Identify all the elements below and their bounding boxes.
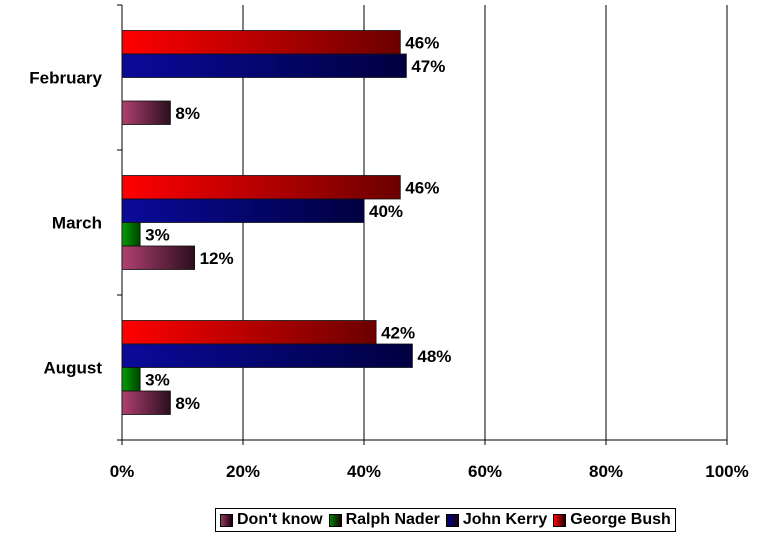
legend-item-don-t-know: Don't know [220, 511, 323, 529]
data-label-george-bush-march: 46% [405, 178, 439, 197]
legend-item-george-bush: George Bush [553, 511, 671, 529]
legend-swatch [553, 513, 567, 527]
legend-label: Don't know [237, 511, 323, 528]
legend-swatch [220, 513, 233, 527]
data-label-don-t-know-march: 12% [200, 249, 234, 268]
bar-john-kerry-march [121, 198, 365, 223]
legend-swatch [445, 513, 459, 527]
bars [121, 30, 413, 415]
x-tick-label: 0% [110, 462, 135, 481]
bar-john-kerry-february [121, 53, 407, 78]
bar-don-t-know-march [121, 245, 195, 270]
legend: Don't know Ralph Nader John Kerry George Bu… [215, 508, 676, 532]
legend-label: Ralph Nader [345, 511, 440, 528]
bar-john-kerry-august [121, 343, 413, 368]
data-label-don-t-know-august: 8% [175, 394, 200, 413]
bar-george-bush-august [121, 320, 377, 345]
labels: 0% 20% 40% 60% 80% 100% February 46% 47% 8% March 4… [29, 33, 748, 481]
x-tick-label: 100% [705, 462, 748, 481]
category-label-march: March [52, 214, 102, 233]
category-label-february: February [29, 69, 102, 88]
legend-item-john-kerry: John Kerry [445, 511, 548, 529]
legend-item-ralph-nader: Ralph Nader [328, 511, 440, 529]
data-label-john-kerry-august: 48% [417, 347, 451, 366]
data-label-john-kerry-march: 40% [369, 202, 403, 221]
x-tick-label: 60% [468, 462, 502, 481]
data-label-don-t-know-february: 8% [175, 104, 200, 123]
legend-label: George Bush [570, 511, 671, 528]
bar-ralph-nader-march [121, 222, 141, 247]
legend-swatch [328, 513, 342, 527]
bar-don-t-know-august [121, 390, 171, 415]
data-label-ralph-nader-august: 3% [145, 370, 170, 389]
legend-label: John Kerry [462, 511, 548, 528]
x-tick-label: 80% [589, 462, 623, 481]
x-tick-label: 20% [226, 462, 260, 481]
bar-george-bush-march [121, 175, 401, 200]
bar-ralph-nader-august [121, 367, 141, 392]
category-label-august: August [43, 359, 102, 378]
data-label-george-bush-august: 42% [381, 323, 415, 342]
data-label-ralph-nader-march: 3% [145, 225, 170, 244]
x-tick-label: 40% [347, 462, 381, 481]
bar-don-t-know-february [121, 100, 171, 125]
data-label-john-kerry-february: 47% [411, 57, 445, 76]
bar-george-bush-february [121, 30, 401, 55]
data-label-george-bush-february: 46% [405, 33, 439, 52]
